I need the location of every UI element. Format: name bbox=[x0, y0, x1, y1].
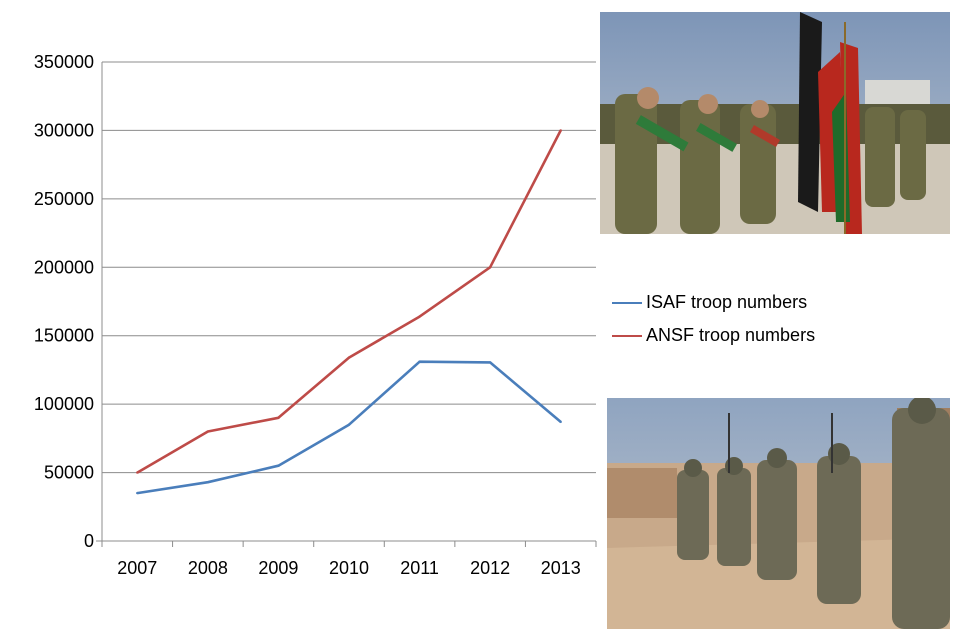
y-tick-label: 150000 bbox=[34, 326, 94, 346]
data-point-isaf bbox=[347, 423, 351, 426]
y-tick-label: 250000 bbox=[34, 189, 94, 209]
data-point-ansf bbox=[206, 430, 210, 433]
data-point-isaf bbox=[206, 480, 210, 484]
y-tick-label: 200000 bbox=[34, 257, 94, 277]
legend-label-isaf: ISAF troop numbers bbox=[646, 292, 808, 312]
legend-swatch-isaf bbox=[612, 301, 642, 304]
data-point-isaf bbox=[488, 361, 492, 364]
data-point-isaf bbox=[277, 464, 280, 467]
y-tick-label: 0 bbox=[84, 531, 94, 551]
legend-item-isaf: ISAF troop numbers bbox=[612, 286, 815, 319]
series-line-isaf bbox=[137, 360, 562, 495]
legend-item-ansf: ANSF troop numbers bbox=[612, 319, 815, 352]
x-tick-label: 2009 bbox=[258, 558, 298, 578]
x-tick-label: 2008 bbox=[188, 558, 228, 578]
y-tick-label: 100000 bbox=[34, 394, 94, 414]
data-point-isaf bbox=[559, 420, 562, 424]
data-point-ansf bbox=[277, 416, 280, 420]
data-point-ansf bbox=[347, 356, 351, 359]
soldiers-patrol-photo bbox=[607, 398, 950, 629]
x-tick-label: 2012 bbox=[470, 558, 510, 578]
y-tick-label: 350000 bbox=[34, 52, 94, 72]
x-tick-label: 2013 bbox=[541, 558, 581, 578]
y-tick-label: 300000 bbox=[34, 120, 94, 140]
legend-swatch-ansf bbox=[612, 334, 642, 337]
data-point-ansf bbox=[418, 315, 421, 318]
soldiers-with-flags-photo bbox=[600, 12, 950, 234]
legend-label-ansf: ANSF troop numbers bbox=[646, 325, 816, 345]
chart-legend: ISAF troop numbers ANSF troop numbers bbox=[612, 286, 815, 352]
series-line-ansf bbox=[136, 129, 562, 474]
data-point-isaf bbox=[418, 360, 421, 363]
x-tick-label: 2007 bbox=[117, 558, 157, 578]
data-point-ansf bbox=[559, 129, 562, 132]
line-chart: 0 50000 100000 150000 200000 250000 300000 3500… bbox=[34, 52, 597, 578]
y-tick-label: 50000 bbox=[44, 463, 94, 483]
data-point-ansf bbox=[136, 471, 139, 474]
data-point-ansf bbox=[488, 266, 492, 269]
x-tick-label: 2010 bbox=[329, 558, 369, 578]
x-tick-label: 2011 bbox=[400, 558, 439, 578]
data-point-isaf bbox=[136, 491, 139, 495]
